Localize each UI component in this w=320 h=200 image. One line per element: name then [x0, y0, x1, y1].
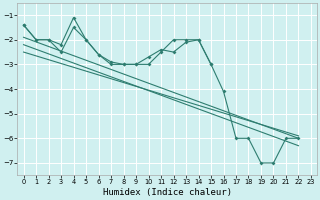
X-axis label: Humidex (Indice chaleur): Humidex (Indice chaleur): [103, 188, 232, 197]
